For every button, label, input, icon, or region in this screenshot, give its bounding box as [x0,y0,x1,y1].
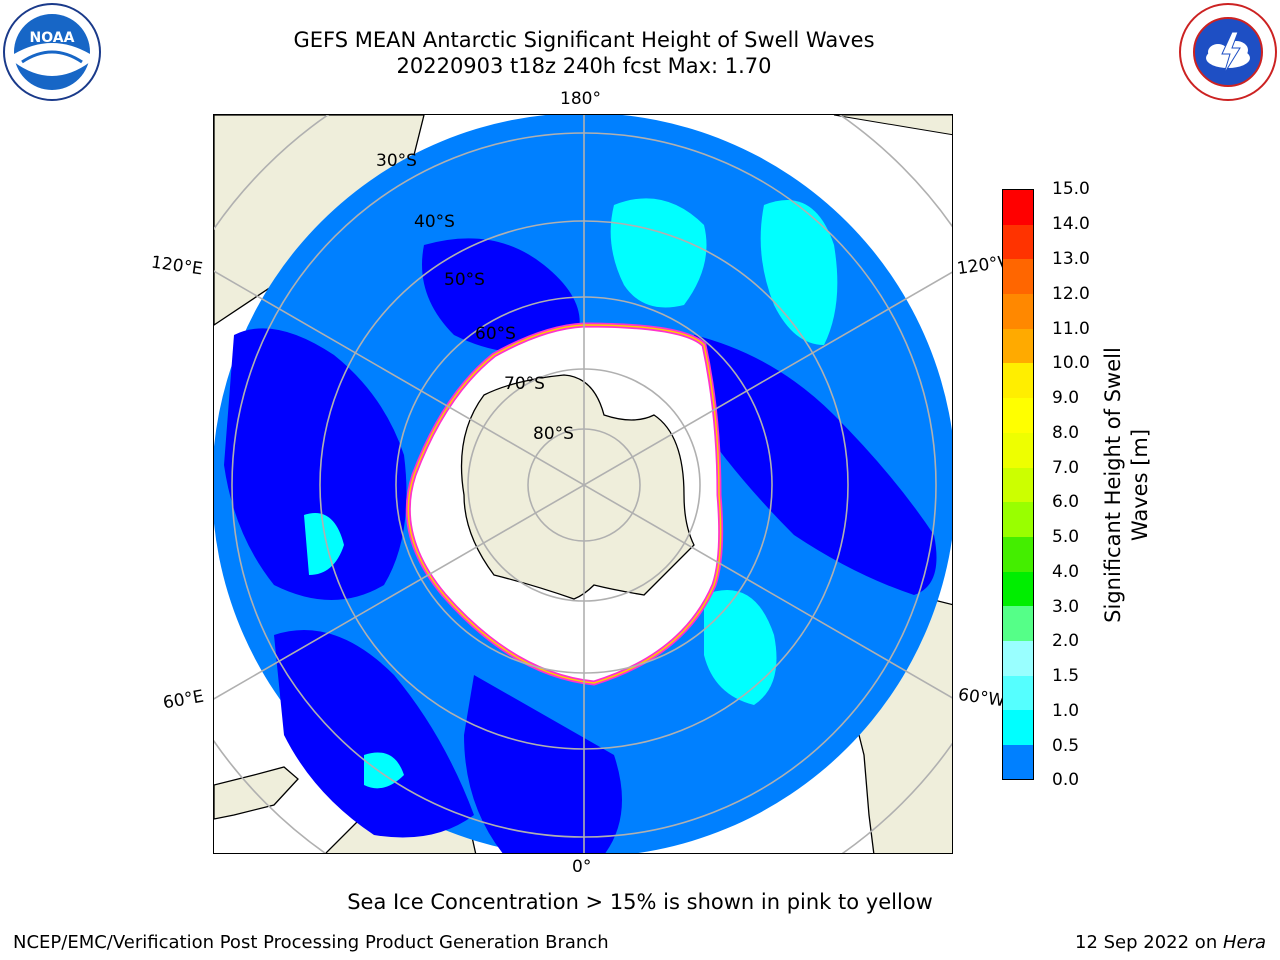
lon-label-180: 180° [560,89,601,109]
colorbar-tick: 9.0 [1052,388,1080,408]
colorbar-tick: 3.0 [1052,597,1080,617]
colorbar-segment [1003,675,1033,711]
antarctica-land [460,374,695,600]
lat-label-30s: 30°S [376,151,417,171]
colorbar-segment [1003,363,1033,399]
polar-map-svg [214,115,952,853]
nws-logo-icon [1179,3,1277,101]
colorbar-title: Significant Height of Swell Waves [m] [1100,325,1156,645]
noaa-text: NOAA [30,30,75,46]
right-top-land [833,115,952,136]
colorbar-segment [1003,640,1033,676]
colorbar-segment [1003,606,1033,641]
colorbar-segment [1003,259,1033,295]
footer-credit: NCEP/EMC/Verification Post Processing Pr… [13,932,609,953]
polar-map [213,114,953,854]
colorbar-tick: 15.0 [1052,179,1090,199]
sea-ice-edge-yellow [407,324,722,684]
high-swell-patch-sw [364,752,404,789]
lat-label-40s: 40°S [414,212,455,232]
colorbar-tick: 10.0 [1052,353,1090,373]
chart-title: GEFS MEAN Antarctic Significant Height o… [293,28,875,52]
colorbar-segment [1003,432,1033,468]
sea-ice-caption: Sea Ice Concentration > 15% is shown in … [347,890,933,914]
high-swell-patch-west [304,513,344,575]
low-swell-patch-southwest [274,630,474,838]
lat-label-60s: 60°S [475,324,516,344]
lat-label-50s: 50°S [444,270,485,290]
colorbar-tick: 14.0 [1052,214,1090,234]
lon-label-120w: 120°W [955,252,1005,280]
colorbar-segment [1003,398,1033,433]
colorbar-segment [1003,502,1033,537]
colorbar-segment [1003,328,1033,364]
low-swell-patch-west [224,328,407,600]
colorbar-tick: 7.0 [1052,458,1080,478]
colorbar-tick: 1.0 [1052,701,1080,721]
colorbar-tick: 11.0 [1052,319,1090,339]
colorbar-segment [1003,710,1033,745]
chart-subtitle: 20220903 t18z 240h fcst Max: 1.70 [396,54,772,78]
colorbar-segment [1003,190,1033,225]
noaa-logo: NOAA [2,2,102,102]
lat-label-80s: 80°S [533,424,574,444]
colorbar-title-line1: Significant Height of Swell [1101,347,1125,623]
colorbar-tick: 5.0 [1052,527,1080,547]
lat-label-70s: 70°S [504,374,545,394]
colorbar-tick: 4.0 [1052,562,1080,582]
colorbar-tick: 2.0 [1052,631,1080,651]
colorbar-segment [1003,224,1033,260]
colorbar-segment [1003,467,1033,503]
low-swell-patch-north [422,238,580,353]
footer-date: 12 Sep 2022 on Hera [1075,932,1266,953]
colorbar-segment [1003,571,1033,607]
colorbar [1002,189,1034,780]
noaa-logo-icon: NOAA [3,3,101,101]
colorbar-tick: 0.0 [1052,770,1080,790]
lon-label-120e: 120°E [149,252,204,280]
lon-label-0: 0° [572,857,592,877]
graticule [214,115,952,853]
colorbar-tick: 1.5 [1052,666,1080,686]
low-swell-patch-east [694,335,937,595]
colorbar-segment [1003,536,1033,572]
colorbar-tick: 0.5 [1052,736,1080,756]
colorbar-tick: 13.0 [1052,249,1090,269]
high-swell-patch-southeast [704,590,777,705]
footer-host: Hera [1222,932,1266,953]
lon-label-60w: 60°W [956,684,1006,712]
colorbar-segment [1003,294,1033,329]
colorbar-tick: 12.0 [1052,284,1090,304]
colorbar-title-line2: Waves [m] [1128,428,1152,542]
lon-label-60e: 60°E [161,686,206,714]
footer-date-text: 12 Sep 2022 on [1075,932,1223,953]
nws-logo [1178,2,1278,102]
colorbar-segment [1003,745,1033,779]
colorbar-tick: 8.0 [1052,423,1080,443]
colorbar-tick: 6.0 [1052,492,1080,512]
low-swell-patch-south [464,675,622,853]
